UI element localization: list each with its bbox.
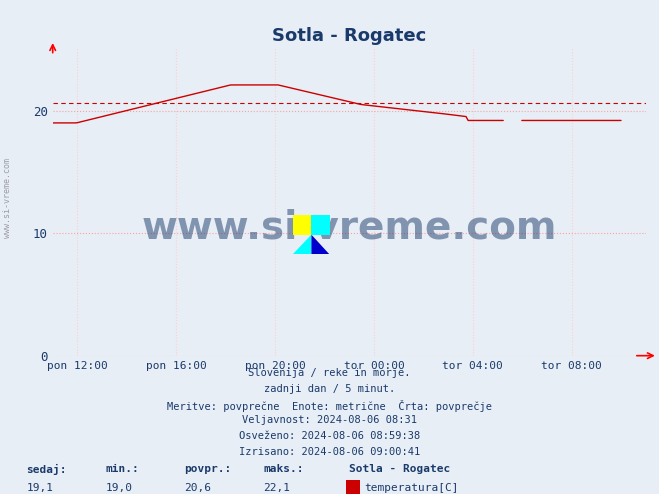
Text: Meritve: povprečne  Enote: metrične  Črta: povprečje: Meritve: povprečne Enote: metrične Črta:…	[167, 400, 492, 412]
Text: povpr.:: povpr.:	[185, 464, 232, 474]
Polygon shape	[312, 235, 330, 254]
Text: min.:: min.:	[105, 464, 139, 474]
Text: Osveženo: 2024-08-06 08:59:38: Osveženo: 2024-08-06 08:59:38	[239, 431, 420, 441]
Text: sedaj:: sedaj:	[26, 464, 67, 475]
Text: 19,0: 19,0	[105, 483, 132, 493]
Text: maks.:: maks.:	[264, 464, 304, 474]
Polygon shape	[293, 235, 312, 254]
Text: Veljavnost: 2024-08-06 08:31: Veljavnost: 2024-08-06 08:31	[242, 415, 417, 425]
Text: zadnji dan / 5 minut.: zadnji dan / 5 minut.	[264, 384, 395, 394]
Text: Slovenija / reke in morje.: Slovenija / reke in morje.	[248, 368, 411, 378]
Text: Sotla - Rogatec: Sotla - Rogatec	[349, 464, 451, 474]
Title: Sotla - Rogatec: Sotla - Rogatec	[272, 27, 426, 45]
Text: temperatura[C]: temperatura[C]	[364, 483, 458, 493]
Text: 20,6: 20,6	[185, 483, 212, 493]
Bar	[346, 480, 360, 494]
Text: www.si-vreme.com: www.si-vreme.com	[3, 158, 13, 238]
Text: 19,1: 19,1	[26, 483, 53, 493]
Bar	[293, 215, 312, 235]
Text: Izrisano: 2024-08-06 09:00:41: Izrisano: 2024-08-06 09:00:41	[239, 447, 420, 457]
Bar	[312, 215, 330, 235]
Text: 22,1: 22,1	[264, 483, 291, 493]
Text: www.si-vreme.com: www.si-vreme.com	[142, 208, 557, 246]
